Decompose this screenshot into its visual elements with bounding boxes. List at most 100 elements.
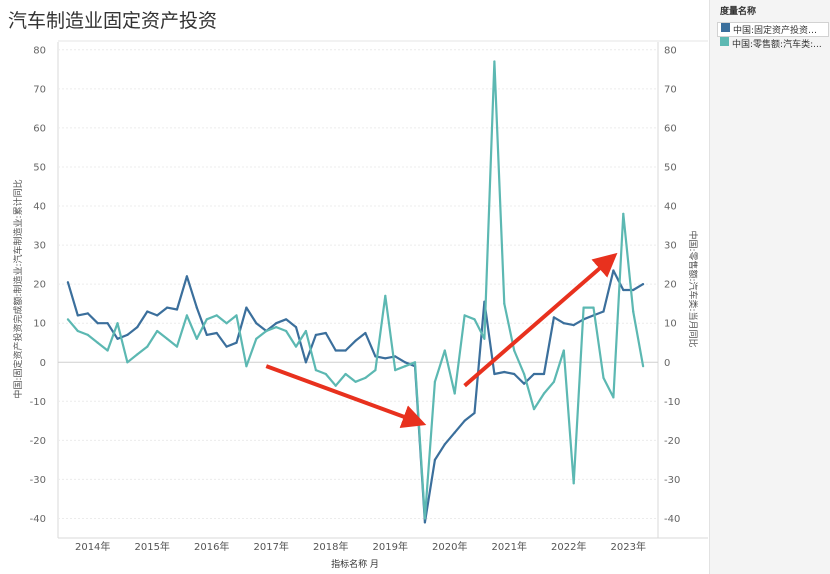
- legend-swatch: [721, 23, 730, 32]
- data-point: [413, 361, 417, 364]
- x-tick-label: 2017年: [253, 540, 288, 553]
- data-point: [175, 308, 179, 311]
- data-point: [632, 288, 635, 292]
- data-point: [156, 329, 159, 333]
- y-tick-label-left: 50: [33, 162, 46, 173]
- data-point: [404, 361, 407, 364]
- data-point: [76, 329, 79, 333]
- series-group: [66, 60, 645, 520]
- data-point: [463, 419, 466, 422]
- data-point: [423, 521, 426, 524]
- data-point: [106, 349, 109, 352]
- series-line-auto-retail: [67, 60, 645, 520]
- data-point: [175, 345, 179, 348]
- data-point: [354, 380, 357, 383]
- y-tick-label-left: 20: [33, 280, 46, 291]
- data-point: [136, 353, 139, 356]
- y-tick-label-right: -30: [664, 475, 680, 486]
- x-tick-label: 2016年: [194, 540, 229, 553]
- y-tick-label-left: -40: [30, 514, 46, 525]
- data-point: [394, 369, 397, 372]
- data-point: [265, 329, 268, 333]
- data-point: [572, 482, 575, 485]
- x-tick-label: 2019年: [373, 540, 408, 553]
- data-point: [235, 341, 238, 344]
- data-point: [443, 349, 446, 352]
- data-point: [453, 431, 456, 434]
- data-point: [275, 326, 278, 329]
- data-point: [384, 294, 387, 297]
- data-point: [374, 369, 377, 372]
- data-point: [146, 345, 149, 348]
- data-point: [622, 288, 625, 292]
- legend-item-auto-retail[interactable]: 中国:零售额:汽车类:...: [717, 37, 827, 50]
- data-point: [344, 372, 347, 376]
- data-point: [225, 345, 228, 348]
- data-point: [205, 318, 208, 321]
- x-tick-label: 2015年: [134, 540, 169, 553]
- y-tick-label-right: 10: [664, 319, 677, 330]
- data-point: [642, 283, 645, 286]
- data-point: [532, 408, 536, 411]
- data-point: [473, 411, 476, 415]
- legend-label: 中国:零售额:汽车类:...: [732, 40, 822, 50]
- data-point: [523, 382, 526, 385]
- data-point: [245, 365, 248, 368]
- data-point: [592, 306, 595, 309]
- data-point: [602, 376, 605, 379]
- data-point: [136, 326, 139, 329]
- data-point: [255, 322, 258, 325]
- data-point: [86, 333, 89, 336]
- legend-item-fixed-investment[interactable]: 中国:固定资产投资完...: [717, 22, 829, 37]
- data-point: [314, 333, 317, 336]
- data-point: [195, 306, 198, 309]
- data-point: [76, 314, 79, 317]
- data-point: [116, 322, 119, 325]
- data-point: [225, 322, 228, 325]
- y-tick-label-left: 0: [40, 358, 46, 369]
- data-point: [146, 310, 149, 313]
- data-point: [612, 396, 615, 399]
- data-point: [304, 329, 307, 333]
- chart-svg: -40 -30 -20 -10 0 10 20 30 40 50 60 70 80 -40 -30 -20 -…: [12, 40, 708, 570]
- data-point: [66, 281, 69, 284]
- data-point: [166, 306, 169, 309]
- red-arrow-down: [265, 364, 427, 428]
- data-point: [205, 333, 208, 336]
- y-tick-label-left: -30: [30, 475, 46, 486]
- data-point: [86, 312, 89, 315]
- data-point: [384, 357, 387, 360]
- data-point: [285, 329, 288, 333]
- data-point: [394, 355, 397, 358]
- legend-swatch: [720, 37, 729, 46]
- x-tick-label: 2022年: [551, 540, 586, 553]
- data-point: [185, 314, 188, 317]
- data-point: [66, 318, 69, 321]
- data-point: [364, 331, 367, 335]
- y-tick-label-left: -10: [30, 397, 46, 408]
- data-point: [493, 372, 496, 376]
- data-point: [245, 306, 248, 309]
- data-point: [552, 316, 556, 319]
- data-point: [473, 318, 476, 321]
- y-tick-label-left: 30: [33, 241, 46, 252]
- legend-title: 度量名称: [720, 7, 757, 17]
- y-tick-label-right: 60: [664, 123, 677, 134]
- data-point: [632, 310, 635, 313]
- data-point: [404, 365, 407, 368]
- data-point: [314, 369, 317, 372]
- data-point: [423, 517, 426, 520]
- y-tick-label-right: 40: [664, 202, 677, 213]
- data-point: [443, 443, 446, 446]
- data-point: [116, 337, 119, 340]
- data-point: [622, 212, 625, 215]
- data-point: [215, 331, 218, 335]
- data-point: [642, 365, 645, 368]
- x-tick-label: 2018年: [313, 540, 348, 553]
- data-point: [324, 331, 327, 335]
- data-point: [96, 322, 99, 325]
- data-point: [215, 314, 218, 317]
- data-point: [602, 310, 605, 313]
- data-point: [503, 302, 506, 305]
- data-point: [354, 339, 357, 342]
